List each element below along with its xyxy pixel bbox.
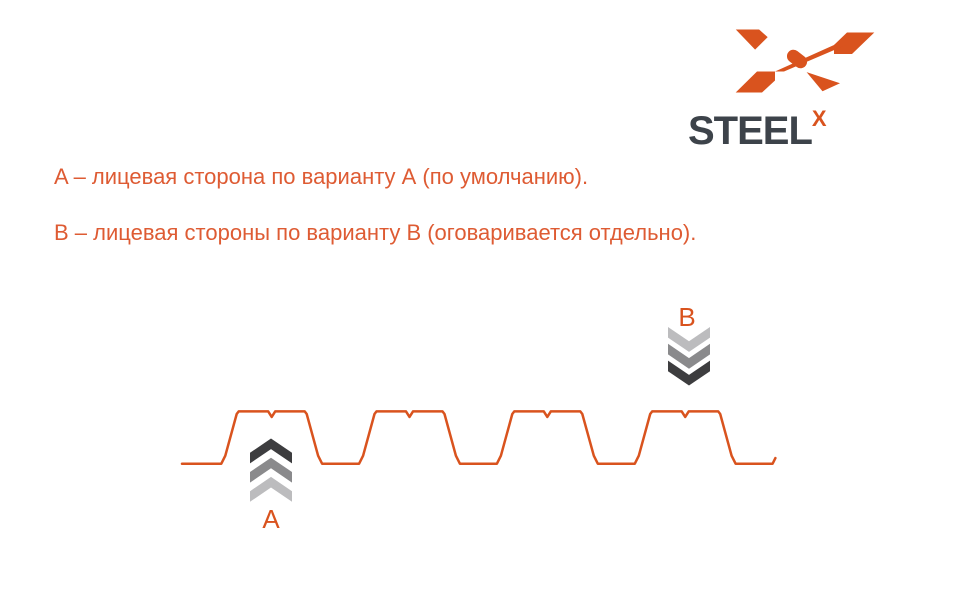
svg-text:A: A (262, 504, 280, 534)
svg-text:B: B (678, 302, 695, 332)
